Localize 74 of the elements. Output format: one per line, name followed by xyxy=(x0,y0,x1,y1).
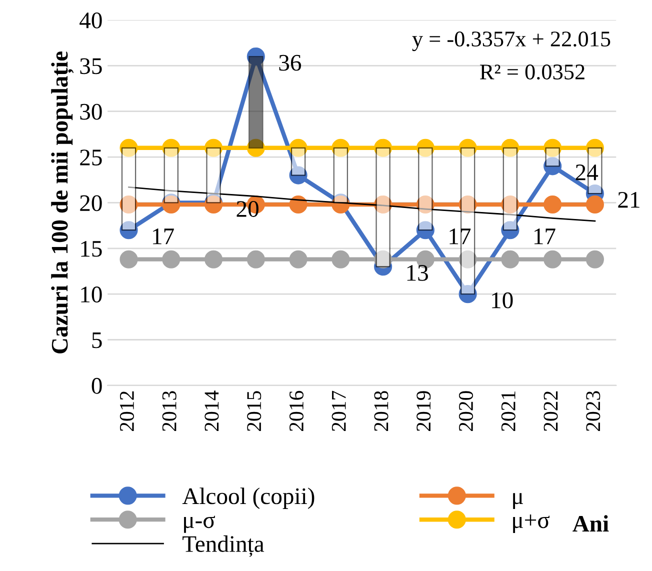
y-tick-label: 20 xyxy=(80,195,102,212)
x-tick-label: 2013 xyxy=(162,391,176,432)
point xyxy=(501,138,520,157)
point xyxy=(416,221,434,240)
point xyxy=(458,138,477,157)
point xyxy=(246,138,265,157)
y-tick-label: 30 xyxy=(80,104,102,120)
x-tick-label: 2015 xyxy=(247,391,262,432)
point xyxy=(374,250,392,268)
point xyxy=(120,138,138,157)
point xyxy=(332,250,350,268)
x-tick-label: 2022 xyxy=(544,391,558,432)
point xyxy=(162,138,180,157)
point xyxy=(458,196,477,214)
point xyxy=(289,138,308,157)
point xyxy=(289,250,308,268)
point xyxy=(204,138,223,157)
point xyxy=(332,138,350,157)
y-axis-title: Cazuri la 100 de mii populație xyxy=(51,51,74,354)
data-label: 10 xyxy=(492,292,513,308)
x-tick-label: 2018 xyxy=(374,391,388,432)
x-tick-label: 2014 xyxy=(204,390,219,432)
point xyxy=(544,138,562,157)
x-tick-label: 2021 xyxy=(501,392,516,432)
legend-label: μ xyxy=(513,493,523,509)
y-tick-label: 0 xyxy=(92,378,102,394)
point xyxy=(458,250,477,268)
legend-label: μ+σ xyxy=(513,514,550,533)
point xyxy=(501,250,520,268)
legend-label: Tendința xyxy=(182,535,264,557)
point xyxy=(162,250,180,268)
point xyxy=(289,166,308,184)
point xyxy=(416,196,434,214)
x-tick-label: 2019 xyxy=(416,391,431,432)
data-label: 36 xyxy=(279,54,302,71)
point xyxy=(586,138,604,157)
point xyxy=(458,285,477,304)
y-tick-label: 35 xyxy=(80,58,102,74)
point xyxy=(501,221,520,240)
point xyxy=(501,196,520,214)
point xyxy=(544,250,562,268)
x-tick-label: 2017 xyxy=(332,390,346,432)
y-tick-label: 10 xyxy=(81,286,102,302)
point xyxy=(586,196,604,214)
point xyxy=(120,221,138,240)
legend-label: Alcool (copii) xyxy=(182,488,314,509)
point xyxy=(289,196,308,214)
data-label: 17 xyxy=(534,228,556,244)
point xyxy=(416,138,434,157)
point xyxy=(544,196,562,214)
x-axis-title: Ani xyxy=(572,515,609,532)
point xyxy=(246,48,265,66)
point xyxy=(586,250,604,268)
x-tick-label: 2020 xyxy=(458,391,474,432)
annotation: y = -0.3357x + 22.015 xyxy=(412,32,610,52)
point xyxy=(204,250,223,268)
legend-label: μ-σ xyxy=(184,516,216,533)
x-tick-label: 2016 xyxy=(289,390,304,432)
line-series xyxy=(128,186,596,222)
x-tick-label: 2023 xyxy=(586,391,600,432)
x-tick-label: 2012 xyxy=(120,391,134,432)
data-label: 17 xyxy=(153,228,174,244)
point xyxy=(374,138,392,157)
point xyxy=(246,250,265,268)
y-tick-label: 25 xyxy=(80,150,102,166)
annotation: R² = 0.0352 xyxy=(480,64,584,80)
y-tick-label: 15 xyxy=(81,240,102,257)
data-label: 13 xyxy=(407,265,428,281)
y-tick-label: 40 xyxy=(80,12,102,28)
y-tick-label: 5 xyxy=(92,332,102,348)
point xyxy=(120,196,138,214)
data-label: 21 xyxy=(618,192,640,208)
point xyxy=(120,250,138,268)
point xyxy=(544,157,562,176)
